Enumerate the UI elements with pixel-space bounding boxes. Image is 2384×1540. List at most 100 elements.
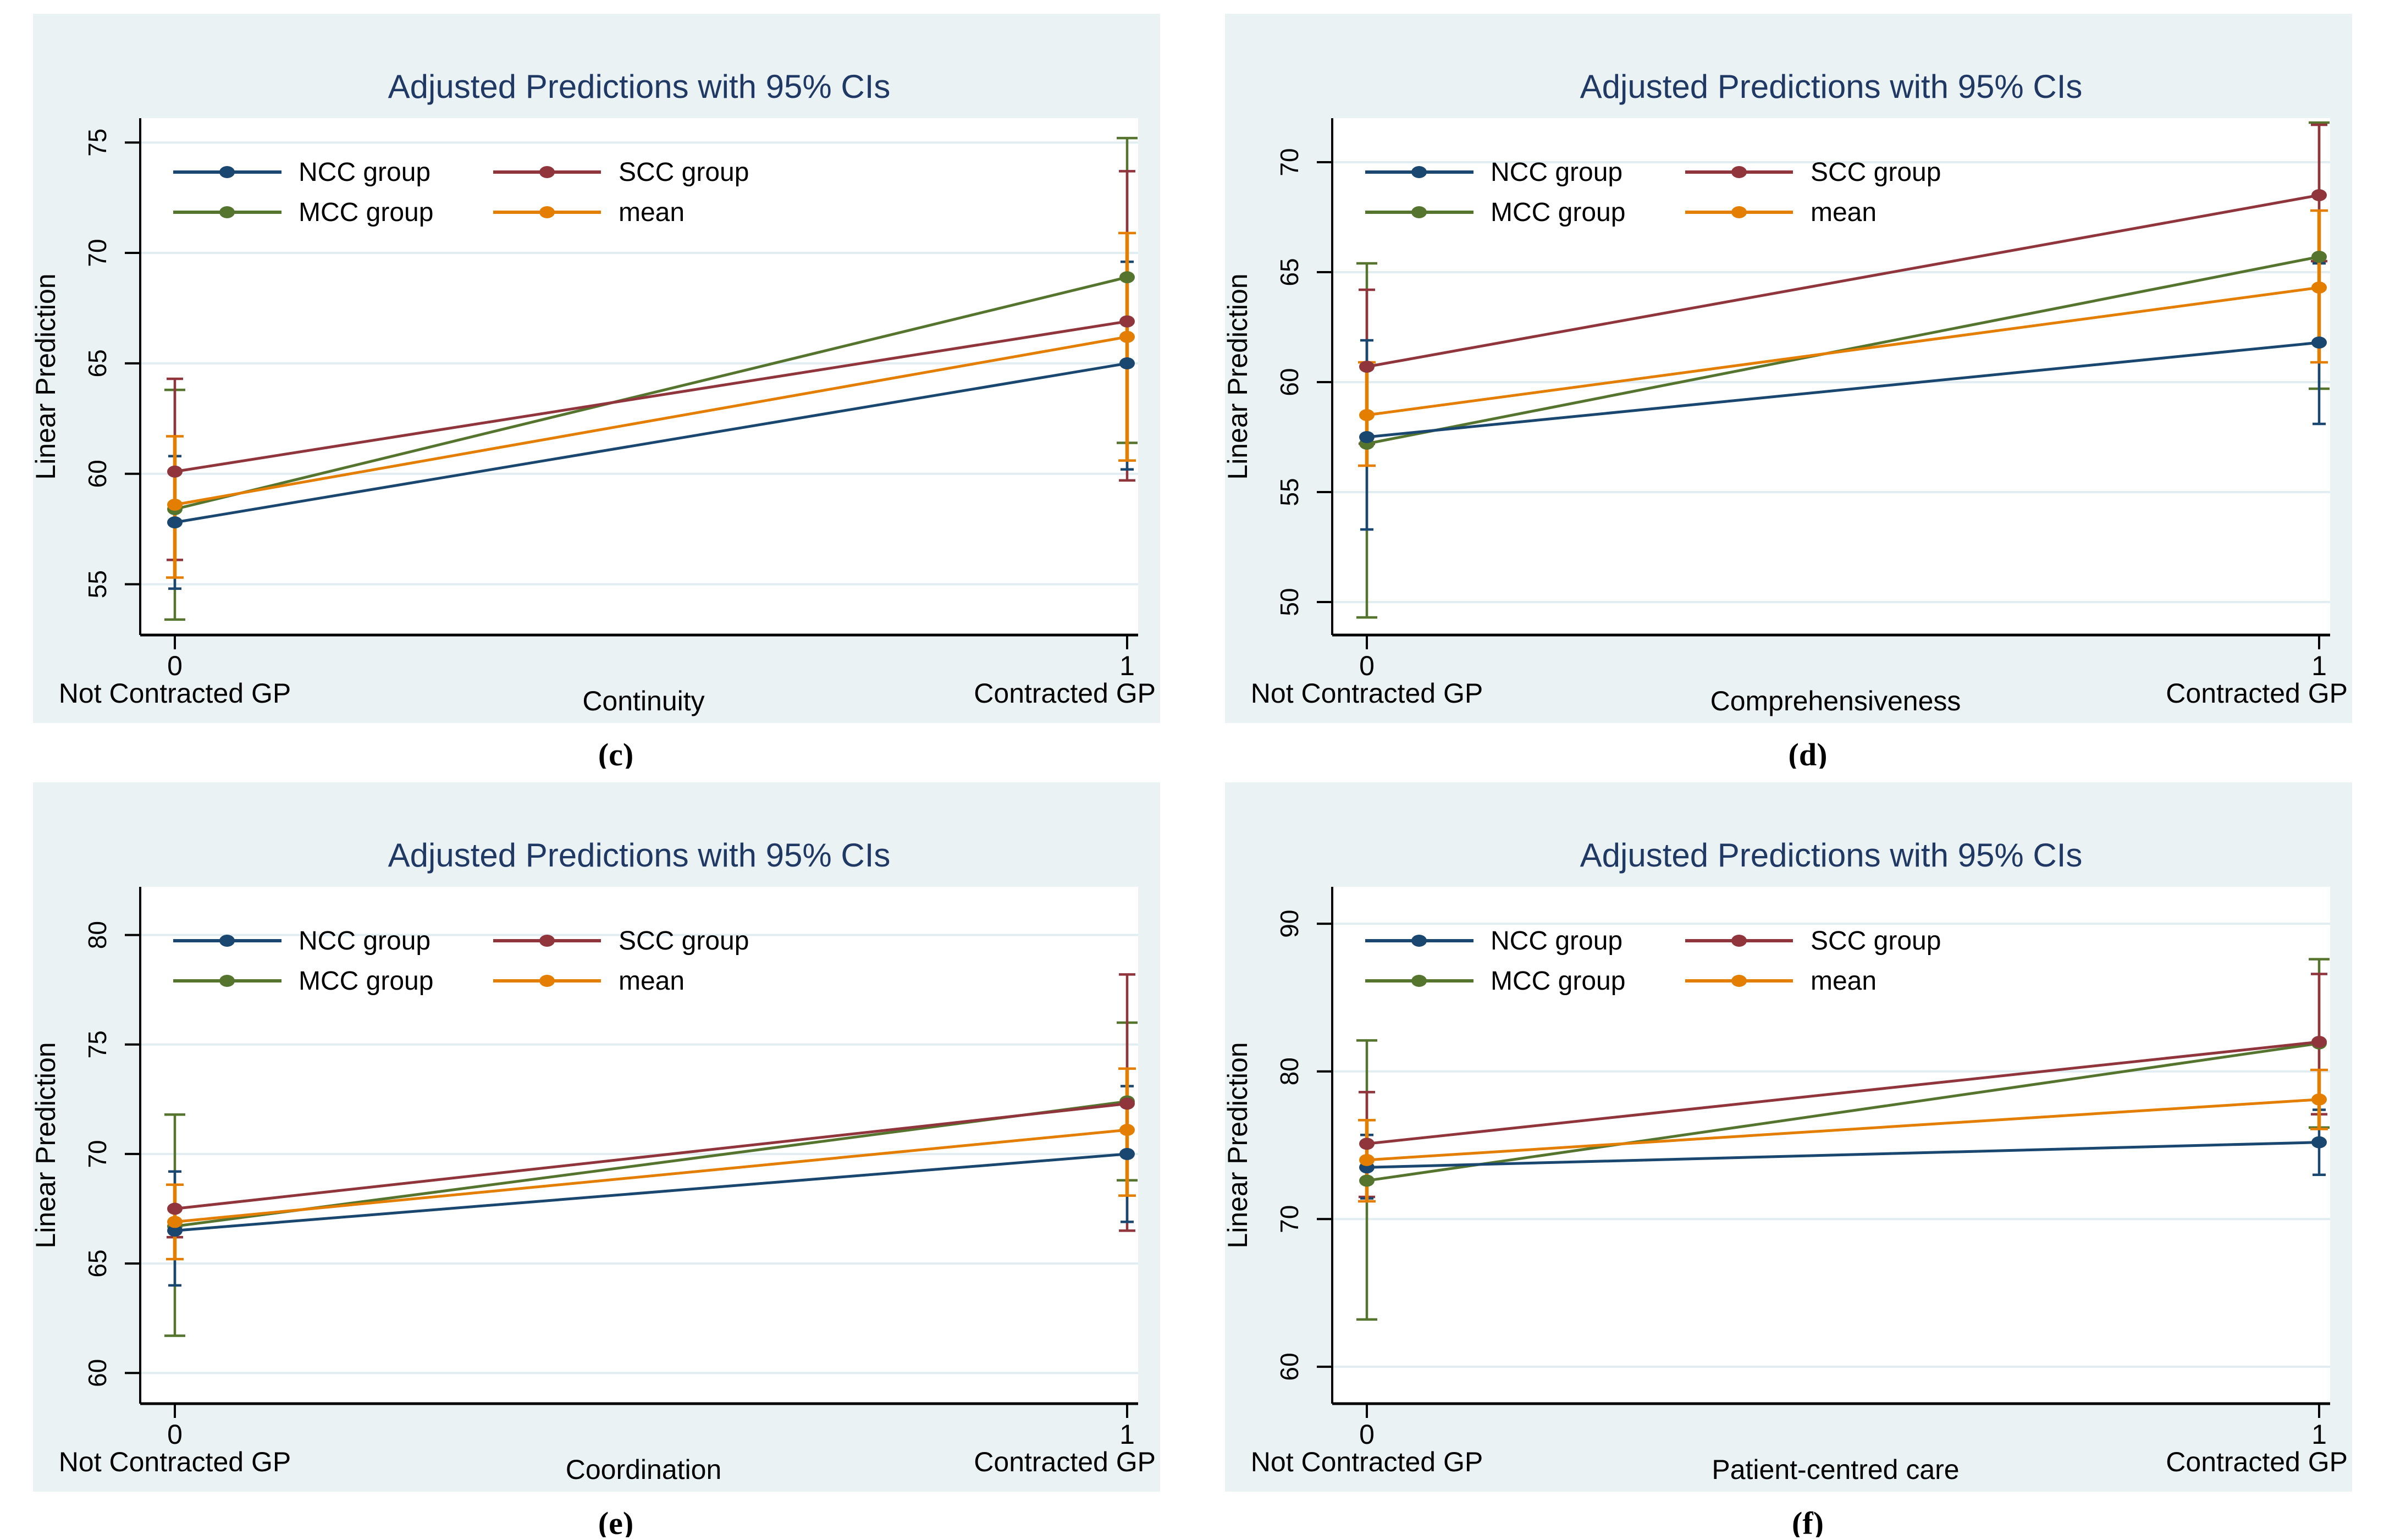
y-tick-label: 65 [83,1249,112,1277]
x-tick-label: 1 [2311,1419,2327,1450]
y-tick-label: 50 [1275,588,1304,616]
panel-svg-d: 50 55 60 65 70 0 1 Not Contracted GP Contracted … [1222,14,2352,772]
x-end-label-left: Not Contracted GP [1251,1447,1483,1477]
legend-item-label-mcc-group: MCC group [1491,198,1625,227]
series-point-mean [1359,409,1375,421]
legend-marker-mcc-group [1411,206,1427,218]
panel-caption-e: (e) [598,1505,633,1537]
y-tick-label: 75 [83,1030,112,1058]
y-tick-label: 55 [1275,478,1304,506]
legend-item-label-ncc-group: NCC group [299,158,431,187]
x-end-label-left: Not Contracted GP [59,1447,291,1477]
panel-caption-c: (c) [598,737,633,769]
series-line-ncc-group [174,1152,1128,1232]
series-point-mean [1119,1124,1135,1136]
series-point-ncc-group [167,516,183,529]
legend-marker-mean [539,975,555,987]
x-tick-label: 0 [167,650,183,681]
legend-item-label-scc-group: SCC group [619,158,749,187]
x-tick-label: 1 [1119,650,1135,681]
plot-area [1332,118,2330,635]
x-tick-label: 1 [1119,1419,1135,1450]
series-point-scc-group [1359,361,1375,373]
y-tick-label: 65 [83,349,112,377]
y-tick-label: 80 [1275,1057,1304,1085]
y-tick-label: 55 [83,570,112,598]
series-point-mean [167,498,183,511]
series-line-mean [174,1128,1128,1223]
series-line-mcc-group [174,275,1128,511]
panel-f: 60 70 80 90 0 1 Not Contracted GP Contracted GP… [1192,769,2384,1540]
series-point-scc-group [1119,315,1135,328]
y-tick-label: 80 [83,921,112,949]
panel-svg-c: 55 60 65 70 75 0 1 Not Contracted GP Contracted … [30,14,1160,772]
series-line-scc-group [1366,1040,2320,1145]
panel-c: 55 60 65 70 75 0 1 Not Contracted GP Contracted … [0,0,1192,772]
series-point-scc-group [2311,1036,2327,1048]
series-line-mcc-group [1366,1042,2320,1182]
legend-marker-mean [1731,975,1747,987]
series-point-scc-group [1359,1138,1375,1150]
legend-marker-scc-group [1731,935,1747,947]
y-axis-label: Linear Prediction [1222,273,1253,479]
x-axis-label: Continuity [582,686,704,716]
y-tick-label: 70 [83,1140,112,1168]
legend-marker-scc-group [539,935,555,947]
x-end-label-right: Contracted GP [2166,1447,2348,1477]
plot-area [140,887,1138,1404]
series-point-mean [2311,1093,2327,1106]
y-tick-label: 70 [83,239,112,267]
series-line-scc-group [174,1102,1128,1210]
series-line-mean [1366,286,2320,417]
y-tick-label: 70 [1275,1205,1304,1233]
series-point-ncc-group [2311,336,2327,349]
legend-item-label-scc-group: SCC group [1811,158,1941,187]
legend-item-label-mean: mean [619,198,685,227]
legend-marker-scc-group [1731,166,1747,178]
legend-marker-ncc-group [1411,166,1427,178]
x-tick-label: 0 [1359,650,1375,681]
legend-item-label-mean: mean [1811,967,1877,996]
series-point-scc-group [167,1202,183,1215]
legend-item-label-ncc-group: NCC group [1491,926,1623,956]
panel-caption-f: (f) [1792,1505,1824,1537]
series-point-scc-group [1119,1097,1135,1110]
series-point-mean [167,1216,183,1228]
legend-item-label-mean: mean [1811,198,1877,227]
legend-marker-mcc-group [219,206,235,218]
legend-marker-ncc-group [1411,935,1427,947]
y-axis-label: Linear Prediction [30,273,61,479]
x-end-label-right: Contracted GP [974,678,1156,709]
legend-marker-mcc-group [1411,975,1427,987]
series-line-ncc-group [1366,1141,2320,1169]
series-point-ncc-group [1119,1147,1135,1160]
panel-svg-e: 60 65 70 75 80 0 1 Not Contracted GP Contracted … [30,782,1160,1540]
x-axis-label: Comprehensiveness [1710,686,1961,716]
series-point-ncc-group [167,1224,183,1237]
y-tick-label: 90 [1275,910,1304,938]
y-axis-label: Linear Prediction [30,1042,61,1248]
legend-marker-mean [539,206,555,218]
series-line-ncc-group [1366,341,2320,439]
series-line-mean [1366,1098,2320,1162]
legend-item-label-scc-group: SCC group [1811,926,1941,956]
x-axis-label: Coordination [566,1454,722,1485]
legend-marker-ncc-group [219,935,235,947]
legend-marker-mcc-group [219,975,235,987]
legend-marker-mean [1731,206,1747,218]
legend-marker-ncc-group [219,166,235,178]
y-tick-label: 65 [1275,258,1304,286]
series-point-mean [1119,330,1135,343]
x-tick-label: 0 [167,1419,183,1450]
y-tick-label: 60 [83,460,112,488]
legend-item-label-mcc-group: MCC group [1491,967,1625,996]
x-end-label-right: Contracted GP [2166,678,2348,709]
chart-title: Adjusted Predictions with 95% CIs [1580,837,2083,874]
series-point-scc-group [2311,189,2327,201]
series-point-scc-group [167,465,183,478]
series-point-mcc-group [2311,251,2327,263]
panel-d: 50 55 60 65 70 0 1 Not Contracted GP Contracted … [1192,0,2384,772]
y-axis-label: Linear Prediction [1222,1042,1253,1248]
plot-area [140,118,1138,635]
